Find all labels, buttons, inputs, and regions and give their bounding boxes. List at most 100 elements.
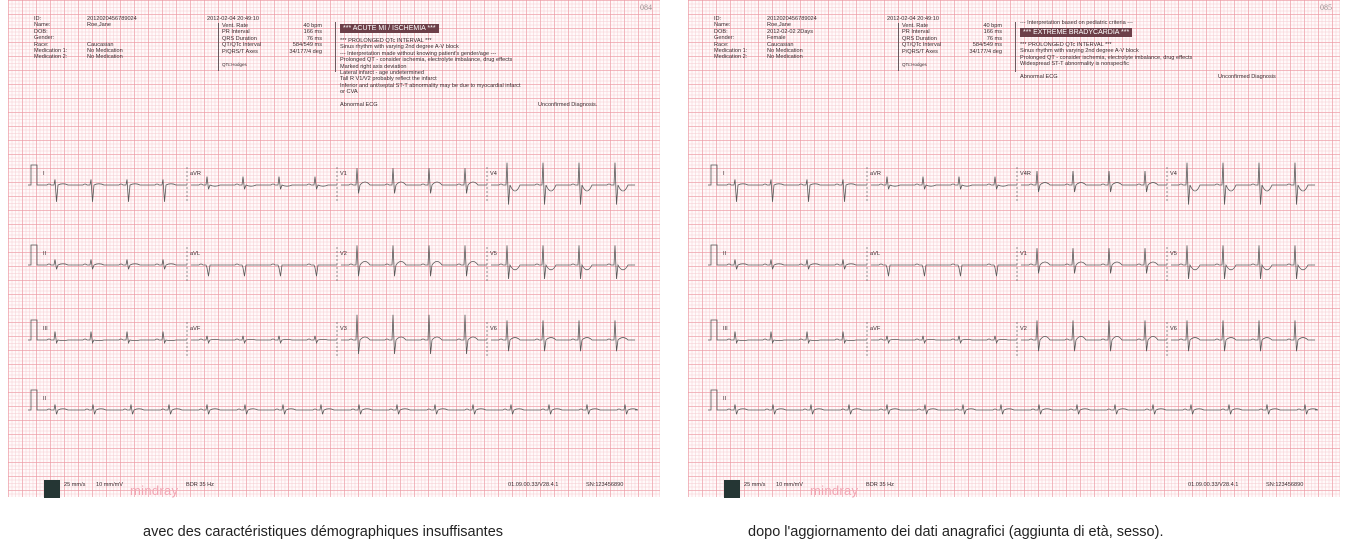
patient-field-value: Caucasian xyxy=(767,41,794,48)
measurement-value: 166 ms xyxy=(303,29,322,36)
patient-field-label: DOB: xyxy=(34,28,48,35)
interpretation-line: *** PROLONGED QTc INTERVAL *** xyxy=(340,38,432,44)
interpretation-line: Inferior and ant/septal ST-T abnormality… xyxy=(340,82,521,89)
patient-field-label: Medication 1: xyxy=(34,48,68,54)
lead-label: aVL xyxy=(190,251,200,257)
interpretation-line: Marked right axis deviation xyxy=(340,63,407,70)
measurement-label: QT/QTc Interval xyxy=(222,42,262,49)
calibration-pulse xyxy=(708,319,719,341)
measurement-label: QRS Duration xyxy=(902,35,937,42)
report-datetime: 2012-02-04 20:49:10 xyxy=(887,16,939,22)
lead-label: II xyxy=(43,396,47,402)
lead-trace-iii xyxy=(39,331,187,345)
calibration-block xyxy=(724,480,740,498)
qtc-method: QTc:Hodges xyxy=(902,62,927,67)
lead-trace-v3 xyxy=(341,314,487,355)
lead-trace-i xyxy=(719,179,867,202)
caption-before: avec des caractéristiques démographiques… xyxy=(143,524,504,540)
measurement-row: PR Interval 166 ms xyxy=(902,29,1002,35)
calibration-pulse xyxy=(708,244,719,266)
lead-label: aVR xyxy=(870,171,881,177)
lead-trace-v4 xyxy=(491,162,635,205)
software-version: 01.09.00.33/V28.4.1 xyxy=(1188,482,1239,488)
patient-field-value: Roe,Jane xyxy=(767,22,791,29)
filter-setting: BDR 35 Hz xyxy=(186,482,214,488)
page-number: 084 xyxy=(640,3,652,12)
interpretation-line: Sinus rhythm with varying 2nd degree A-V… xyxy=(340,44,459,51)
patient-field-label: Race: xyxy=(34,41,49,48)
calibration-pulse xyxy=(28,244,39,266)
calibration-pulse xyxy=(708,389,719,411)
diagnosis-status: Unconfirmed Diagnosis. xyxy=(538,101,598,108)
interpretation-note: --- Interpretation based on pediatric cr… xyxy=(1020,20,1133,26)
diagnosis-status: Unconfirmed Diagnosis xyxy=(1218,73,1276,80)
lead-trace-ii xyxy=(719,404,1319,415)
lead-label: aVF xyxy=(190,326,201,332)
patient-field-value: Roe,Jane xyxy=(87,22,111,29)
brand-logo: mindray xyxy=(130,483,179,498)
lead-trace-ii xyxy=(719,259,867,270)
patient-field-label: Medication 1: xyxy=(714,48,748,54)
lead-trace-v6 xyxy=(491,320,635,352)
interpretation-line: --- Interpretation made without knowing … xyxy=(340,50,497,57)
ecg-summary: Abnormal ECG xyxy=(1020,73,1058,80)
interpretation-line: Lateral infarct - age undetermined xyxy=(340,70,424,76)
serial-number: SN:123456890 xyxy=(1266,482,1304,488)
diagnosis-badge: *** EXTREME BRADYCARDIA *** xyxy=(1020,28,1133,37)
lead-trace-v4r xyxy=(1021,170,1167,193)
serial-number: SN:123456890 xyxy=(586,482,624,488)
measurement-label: QT/QTc Interval xyxy=(902,42,942,49)
calibration-pulse xyxy=(708,164,719,186)
calibration-pulse xyxy=(28,319,39,341)
measurement-label: QRS Duration xyxy=(222,35,257,42)
divider xyxy=(898,23,899,71)
ecg-report-before: 084 ID: 2012020456789024 Name: Roe,Jane DOB: G… xyxy=(8,0,660,498)
interpretation-line: or CVA xyxy=(340,89,358,96)
lead-trace-avf xyxy=(191,335,337,344)
interpretation-line: *** PROLONGED QTc INTERVAL *** xyxy=(1020,42,1112,48)
lead-trace-iii xyxy=(719,331,867,345)
ecg-traces xyxy=(28,162,639,415)
patient-field-value: No Medication xyxy=(87,48,123,54)
measurement-value: 76 ms xyxy=(986,35,1002,42)
measurements: Vent. Rate 40 bpm PR Interval 166 ms QRS Dur… xyxy=(902,23,1002,55)
interpretation-line: Tall R V1/V2 probably reflect the infarc… xyxy=(340,76,437,83)
measurement-value: 40 bpm xyxy=(983,23,1002,29)
measurement-label: Vent. Rate xyxy=(902,23,929,29)
lead-trace-ii xyxy=(39,404,639,415)
lead-trace-v2 xyxy=(1021,320,1167,352)
patient-field-label: Name: xyxy=(34,22,51,29)
lead-label: V4R xyxy=(1020,171,1031,177)
measurement-row: P/QRS/T Axes 34/177/4 deg xyxy=(222,49,322,55)
measurement-row: P/QRS/T Axes 34/177/4 deg xyxy=(902,49,1002,55)
measurement-row: QRS Duration 76 ms xyxy=(902,36,1002,42)
patient-field-value: 2012-02-02 2Days xyxy=(767,28,814,35)
patient-field-value: 2012020456789024 xyxy=(87,16,137,22)
lead-label: aVF xyxy=(870,326,881,332)
interpretation-line: Sinus rhythm with varying 2nd degree A-V… xyxy=(1020,48,1139,55)
paper-speed: 25 mm/s xyxy=(744,482,766,488)
measurement-label: PR Interval xyxy=(902,29,930,36)
lead-label: V2 xyxy=(340,251,347,257)
measurement-row: Vent. Rate 40 bpm xyxy=(902,23,1002,29)
patient-field-label: Gender: xyxy=(714,35,735,42)
calibration-pulse xyxy=(28,164,39,186)
lead-trace-v4 xyxy=(1171,162,1315,205)
lead-trace-avf xyxy=(871,335,1017,344)
patient-field-label: ID: xyxy=(714,16,722,22)
interpretation-line: Widespread ST-T abnormality is nonspecif… xyxy=(1020,61,1130,68)
diagnosis-badge: *** ACUTE MI / ISCHEMIA *** xyxy=(340,24,439,33)
calibration-block xyxy=(44,480,60,498)
lead-label: I xyxy=(723,171,725,177)
lead-trace-v5 xyxy=(1171,245,1315,280)
lead-label: V5 xyxy=(490,251,497,257)
lead-trace-v1 xyxy=(341,168,487,194)
lead-trace-v5 xyxy=(491,245,635,280)
lead-label: V1 xyxy=(340,171,347,177)
lead-label: aVL xyxy=(870,251,880,257)
patient-field-value: 2012020456789024 xyxy=(767,16,817,22)
measurement-row: QRS Duration 76 ms xyxy=(222,36,322,42)
page-number: 085 xyxy=(1320,3,1332,12)
lead-label: V2 xyxy=(1020,326,1027,332)
lead-label: I xyxy=(43,171,45,177)
